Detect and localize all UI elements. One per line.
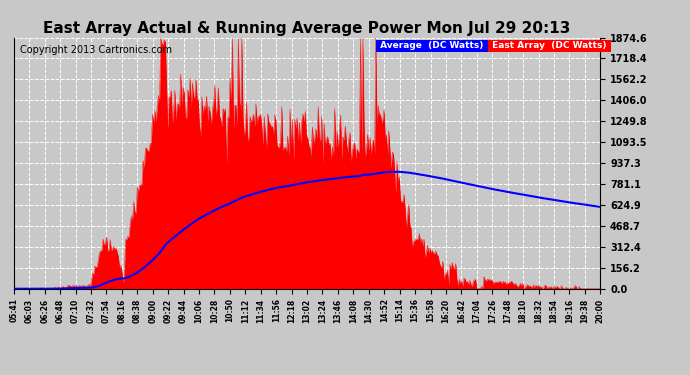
- Text: Average  (DC Watts): Average (DC Watts): [377, 41, 487, 50]
- Text: East Array  (DC Watts): East Array (DC Watts): [489, 41, 609, 50]
- Title: East Array Actual & Running Average Power Mon Jul 29 20:13: East Array Actual & Running Average Powe…: [43, 21, 571, 36]
- Text: Copyright 2013 Cartronics.com: Copyright 2013 Cartronics.com: [19, 45, 172, 55]
